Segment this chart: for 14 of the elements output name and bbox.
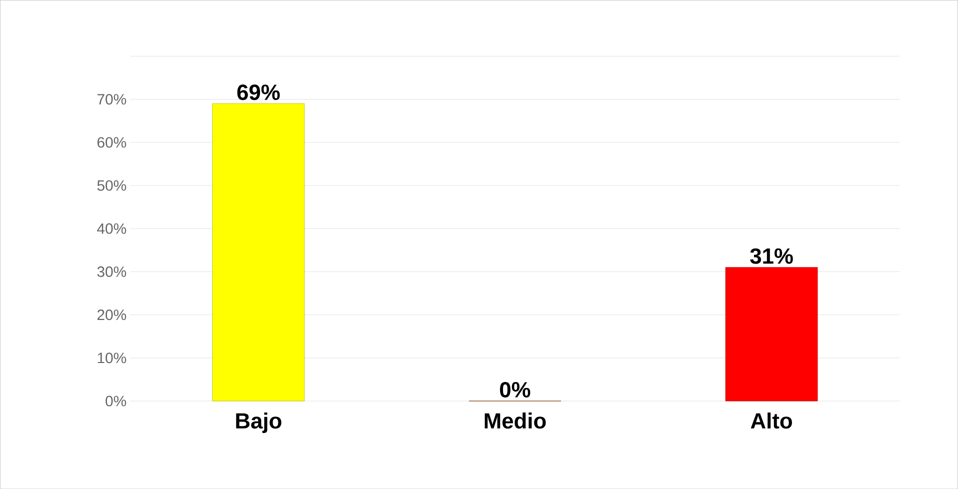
- data-label: 69%: [237, 84, 280, 100]
- y-tick-label: 50%: [97, 180, 126, 191]
- data-label: 31%: [750, 248, 793, 264]
- x-tick-label: Medio: [484, 412, 546, 429]
- y-tick-label: 10%: [98, 352, 126, 364]
- y-tick-label: 70%: [98, 94, 126, 104]
- data-label: 0%: [500, 382, 530, 398]
- y-tick-label: 0%: [106, 396, 126, 406]
- y-tick-label: 60%: [98, 137, 126, 148]
- y-tick-label: 30%: [97, 266, 126, 277]
- x-tick-label: Alto: [750, 412, 792, 429]
- y-tick-label: 40%: [97, 223, 126, 234]
- y-tick-label: 20%: [97, 309, 126, 320]
- x-tick-label: Bajo: [236, 412, 282, 433]
